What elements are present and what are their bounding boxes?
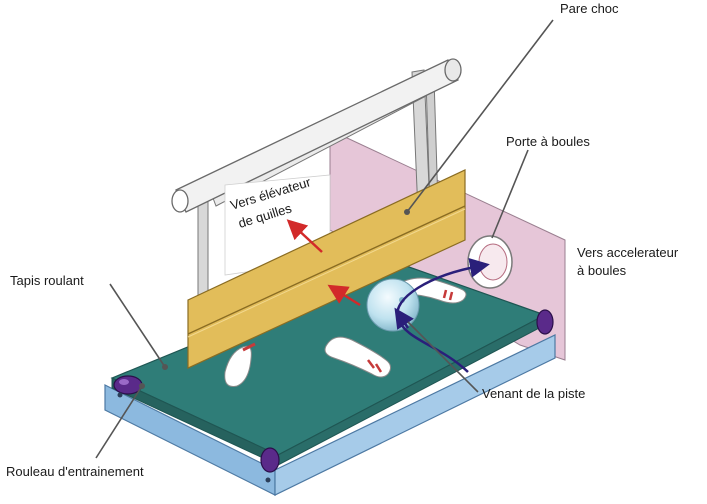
- overhead-tube-end: [171, 189, 189, 213]
- frame-bolt: [117, 392, 123, 398]
- arrow-to-pin-elevator-2: [327, 284, 361, 307]
- arrow-to-pin-elevator: [286, 219, 323, 253]
- back-roller: [536, 309, 554, 335]
- overhead-tube-end-right: [444, 58, 462, 82]
- label-vers-accelerateur-line2: à boules: [577, 263, 627, 278]
- leader-dot-rouleau: [139, 383, 145, 389]
- pin-2: [324, 336, 392, 378]
- bowling-ball: [366, 278, 420, 332]
- leader-rouleau: [95, 385, 143, 459]
- label-vers-accelerateur-line1: Vers accelerateur: [577, 245, 679, 260]
- frame-bolt-2: [265, 477, 271, 483]
- label-porte-boules: Porte à boules: [506, 134, 590, 149]
- bumper-board: [187, 169, 466, 369]
- leader-dot-tapis: [162, 364, 168, 370]
- bumper-split: [187, 205, 466, 335]
- label-rouleau: Rouleau d'entrainement: [6, 464, 144, 479]
- leader-porte-boules: [491, 149, 529, 239]
- ball-port-inner: [478, 243, 508, 281]
- drive-roller-highlight: [119, 379, 129, 385]
- conveyor-frame-side: [274, 334, 556, 496]
- front-roller: [260, 447, 280, 473]
- label-venant-piste: Venant de la piste: [482, 386, 585, 401]
- label-pare-choc: Pare choc: [560, 1, 619, 16]
- pin-1: [224, 342, 256, 387]
- label-tapis-roulant: Tapis roulant: [10, 273, 84, 288]
- arrow-ball-in: [394, 307, 414, 330]
- bumper-split-highlight: [187, 208, 466, 338]
- leader-tapis: [109, 283, 166, 368]
- leader-venant-piste: [407, 321, 479, 393]
- leader-dot-pare-choc: [404, 209, 410, 215]
- leader-pare-choc: [406, 19, 554, 213]
